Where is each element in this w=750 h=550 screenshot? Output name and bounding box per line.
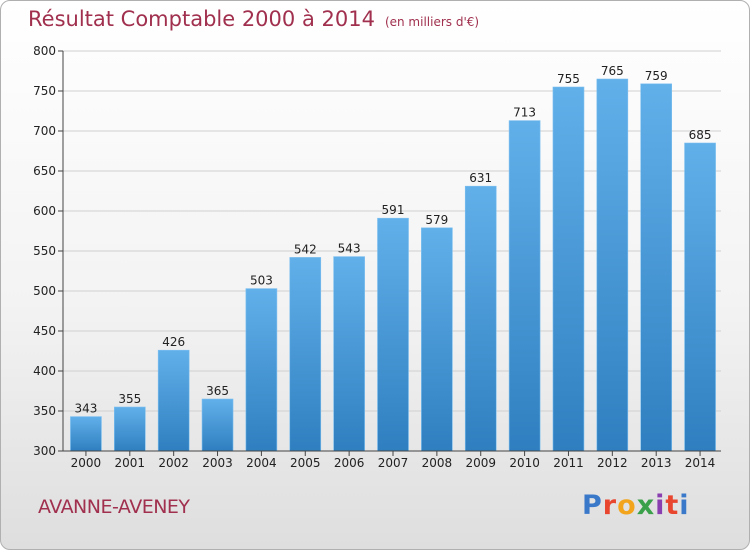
bar xyxy=(596,78,629,452)
bar xyxy=(508,120,541,452)
bar-value-label: 713 xyxy=(513,106,536,120)
bar-value-label: 365 xyxy=(206,384,229,398)
y-tick-label: 500 xyxy=(33,284,56,298)
brand-logo-letter: i xyxy=(679,490,690,521)
brand-logo-letter: i xyxy=(655,490,666,521)
brand-logo: Proxiti xyxy=(582,490,690,521)
y-tick-label: 400 xyxy=(33,364,56,378)
brand-logo-letter: t xyxy=(665,490,680,521)
bar-value-label: 591 xyxy=(382,203,405,217)
bar xyxy=(464,185,497,452)
y-tick-label: 550 xyxy=(33,244,56,258)
bar-value-label: 631 xyxy=(469,171,492,185)
bar xyxy=(333,256,365,452)
x-tick-label: 2011 xyxy=(553,456,584,470)
bar-value-label: 426 xyxy=(162,335,185,349)
y-tick-label: 450 xyxy=(33,324,56,338)
bar-value-label: 355 xyxy=(118,392,141,406)
bar xyxy=(684,142,716,452)
chart-title: Résultat Comptable 2000 à 2014 (en millie… xyxy=(28,7,479,31)
bar-value-label: 755 xyxy=(557,72,580,86)
x-tick-label: 2014 xyxy=(685,456,716,470)
y-tick-label: 650 xyxy=(33,164,56,178)
bar xyxy=(114,406,146,452)
y-tick-label: 600 xyxy=(33,204,56,218)
bar xyxy=(70,416,102,452)
y-tick-label: 350 xyxy=(33,404,56,418)
y-tick-label: 300 xyxy=(33,444,56,458)
chart-title-text: Résultat Comptable 2000 à 2014 xyxy=(28,7,375,31)
bar xyxy=(201,398,234,452)
x-tick-label: 2012 xyxy=(597,456,628,470)
x-tick-label: 2013 xyxy=(641,456,672,470)
brand-logo-letter: x xyxy=(636,490,656,521)
x-tick-label: 2001 xyxy=(115,456,146,470)
x-tick-label: 2009 xyxy=(465,456,496,470)
x-tick-label: 2004 xyxy=(246,456,277,470)
y-tick-label: 800 xyxy=(33,44,56,58)
x-tick-label: 2002 xyxy=(158,456,189,470)
bar-value-label: 759 xyxy=(645,69,668,83)
x-tick-label: 2003 xyxy=(202,456,233,470)
bar xyxy=(377,217,409,452)
bar-value-label: 543 xyxy=(338,242,361,256)
x-tick-label: 2000 xyxy=(71,456,102,470)
bar-value-label: 343 xyxy=(74,402,97,416)
bar-value-label: 579 xyxy=(425,213,448,227)
x-tick-label: 2008 xyxy=(422,456,453,470)
brand-logo-letter: P xyxy=(582,490,603,521)
bar xyxy=(640,83,673,452)
commune-name: AVANNE-AVENEY xyxy=(38,496,190,518)
bar xyxy=(245,288,278,452)
chart-unit: (en milliers d'€) xyxy=(384,15,480,29)
x-tick-label: 2005 xyxy=(290,456,321,470)
bar xyxy=(552,86,585,452)
bar-value-label: 685 xyxy=(689,128,712,142)
brand-logo-letter: o xyxy=(617,490,637,521)
x-tick-label: 2010 xyxy=(509,456,540,470)
x-tick-label: 2007 xyxy=(378,456,409,470)
bar-value-label: 542 xyxy=(294,242,317,256)
bar-value-label: 765 xyxy=(601,64,624,78)
bar xyxy=(289,257,322,452)
y-tick-label: 750 xyxy=(33,84,56,98)
bar xyxy=(421,227,453,452)
bar-value-label: 503 xyxy=(250,274,273,288)
brand-logo-letter: r xyxy=(602,490,618,521)
y-tick-label: 700 xyxy=(33,124,56,138)
bar xyxy=(157,349,190,452)
x-tick-label: 2006 xyxy=(334,456,365,470)
